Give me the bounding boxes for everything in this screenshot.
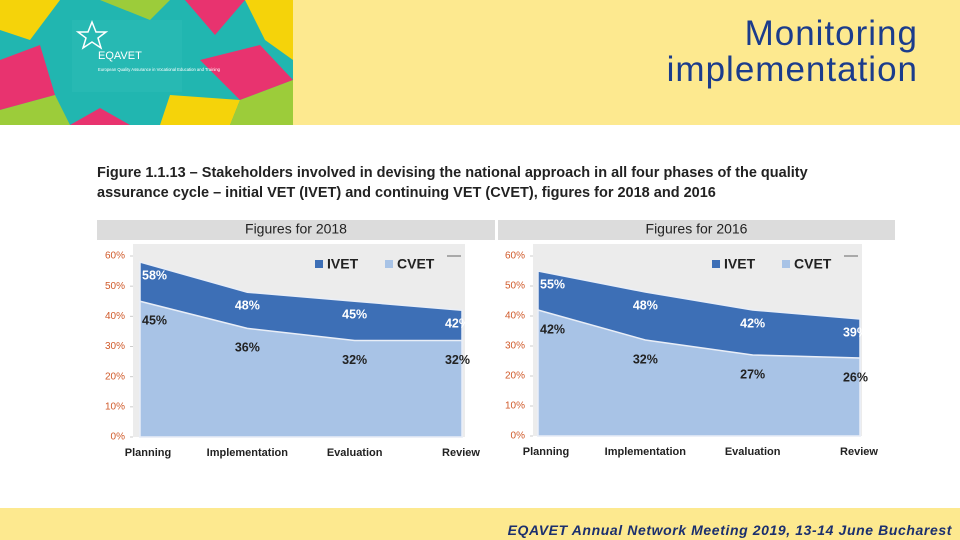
x-tick-label: Implementation xyxy=(207,447,289,459)
data-label: 39% xyxy=(843,325,868,339)
legend-swatch xyxy=(782,260,790,268)
x-tick-label: Evaluation xyxy=(725,446,781,458)
chart-subtitle: Figures for 2018 xyxy=(245,221,347,237)
data-label: 48% xyxy=(633,298,658,312)
data-label: 32% xyxy=(445,353,470,367)
figure-caption: Figure 1.1.13 – Stakeholders involved in… xyxy=(97,165,808,201)
y-tick-label: 20% xyxy=(505,371,525,382)
y-tick-label: 10% xyxy=(505,401,525,412)
y-tick-label: 20% xyxy=(105,371,125,382)
x-tick-label: Planning xyxy=(125,447,171,459)
y-tick-label: 50% xyxy=(105,281,125,292)
y-tick-label: 40% xyxy=(505,311,525,322)
legend-swatch xyxy=(385,260,393,268)
data-label: 32% xyxy=(342,353,367,367)
y-tick-label: 50% xyxy=(505,281,525,292)
y-tick-label: 0% xyxy=(511,431,526,442)
x-tick-label: Review xyxy=(840,446,878,458)
area xyxy=(537,309,861,437)
data-label: 27% xyxy=(740,367,765,381)
data-label: 42% xyxy=(740,316,765,330)
legend-label: IVET xyxy=(724,256,756,272)
data-label: 55% xyxy=(540,277,565,291)
legend-swatch xyxy=(712,260,720,268)
data-label: 58% xyxy=(142,268,167,282)
x-tick-label: Implementation xyxy=(605,446,687,458)
data-label: 36% xyxy=(235,341,260,355)
data-label: 45% xyxy=(142,314,167,328)
legend-swatch xyxy=(315,260,323,268)
y-tick-label: 40% xyxy=(105,311,125,322)
data-label: 48% xyxy=(235,298,260,312)
x-tick-label: Planning xyxy=(523,446,569,458)
legend-label: IVET xyxy=(327,256,359,272)
y-tick-label: 0% xyxy=(111,432,126,443)
y-tick-label: 60% xyxy=(105,251,125,262)
logo-tagline: European Quality Assurance in Vocational… xyxy=(98,67,221,72)
area xyxy=(139,300,463,438)
x-tick-label: Evaluation xyxy=(327,447,383,459)
data-label: 32% xyxy=(633,352,658,366)
slide-title: Monitoring implementation xyxy=(666,14,918,89)
footer-text: EQAVET Annual Network Meeting 2019, 13-1… xyxy=(507,522,952,538)
logo-name: EQAVET xyxy=(98,50,142,62)
y-tick-label: 30% xyxy=(505,341,525,352)
logo-art xyxy=(0,0,293,125)
footer-band xyxy=(0,508,960,540)
data-label: 42% xyxy=(445,317,470,331)
chart-subtitle: Figures for 2016 xyxy=(646,221,748,237)
data-label: 42% xyxy=(540,322,565,336)
y-tick-label: 60% xyxy=(505,251,525,262)
y-tick-label: 10% xyxy=(105,401,125,412)
data-label: 45% xyxy=(342,308,367,322)
legend-label: CVET xyxy=(397,256,435,272)
legend-label: CVET xyxy=(794,256,832,272)
data-label: 26% xyxy=(843,370,868,384)
y-tick-label: 30% xyxy=(105,341,125,352)
x-tick-label: Review xyxy=(442,447,480,459)
chart-header xyxy=(498,220,895,240)
chart-header xyxy=(97,220,495,240)
